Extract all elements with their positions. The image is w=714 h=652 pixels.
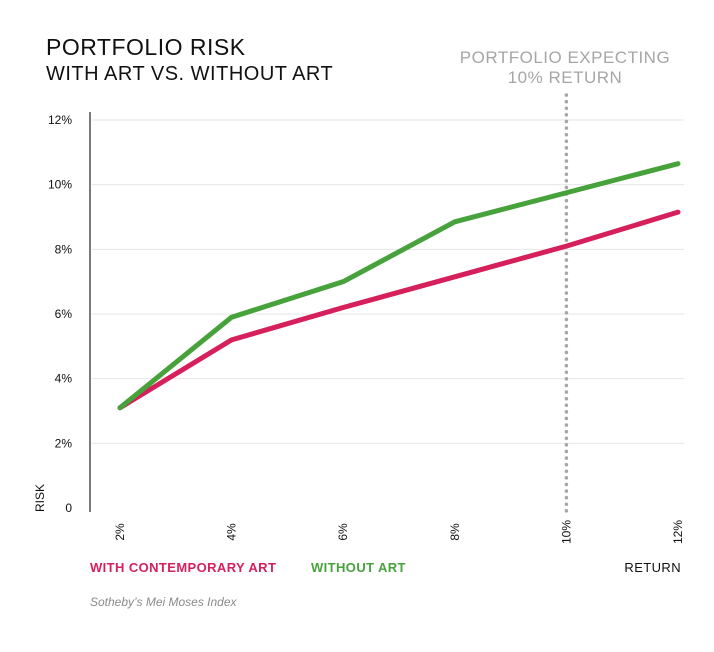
x-tick-label: 10%	[559, 520, 573, 544]
x-tick-label: 2%	[113, 523, 127, 541]
reference-annotation-line2: 10% RETURN	[507, 68, 623, 87]
x-axis-label: RETURN	[624, 560, 681, 575]
y-tick-label: 10%	[48, 178, 72, 192]
series-line-with-contemporary-art	[117, 209, 681, 411]
y-tick-label: 8%	[55, 242, 73, 256]
y-tick-label: 0	[65, 501, 72, 515]
x-tick-label: 6%	[336, 523, 350, 541]
y-axis-label: RISK	[33, 484, 47, 512]
reference-annotation-line1: PORTFOLIO EXPECTING	[459, 48, 671, 67]
y-tick-label: 6%	[55, 307, 73, 321]
x-tick-label: 8%	[448, 523, 462, 541]
reference-annotation: PORTFOLIO EXPECTING 10% RETURN	[440, 48, 690, 88]
legend-item-with-contemporary-art: WITH CONTEMPORARY ART	[90, 560, 277, 575]
x-tick-label: 12%	[671, 520, 685, 544]
y-tick-label: 4%	[55, 372, 73, 386]
y-tick-label: 2%	[55, 436, 73, 450]
chart-title: PORTFOLIO RISK	[46, 34, 246, 60]
x-tick-label: 4%	[225, 523, 239, 541]
series-line-without-art	[117, 161, 681, 411]
y-tick-label: 12%	[48, 113, 72, 127]
legend-item-without-art: WITHOUT ART	[311, 560, 406, 575]
chart-subtitle: WITH ART VS. WITHOUT ART	[46, 63, 334, 85]
source-note: Sotheby’s Mei Moses Index	[90, 595, 237, 609]
